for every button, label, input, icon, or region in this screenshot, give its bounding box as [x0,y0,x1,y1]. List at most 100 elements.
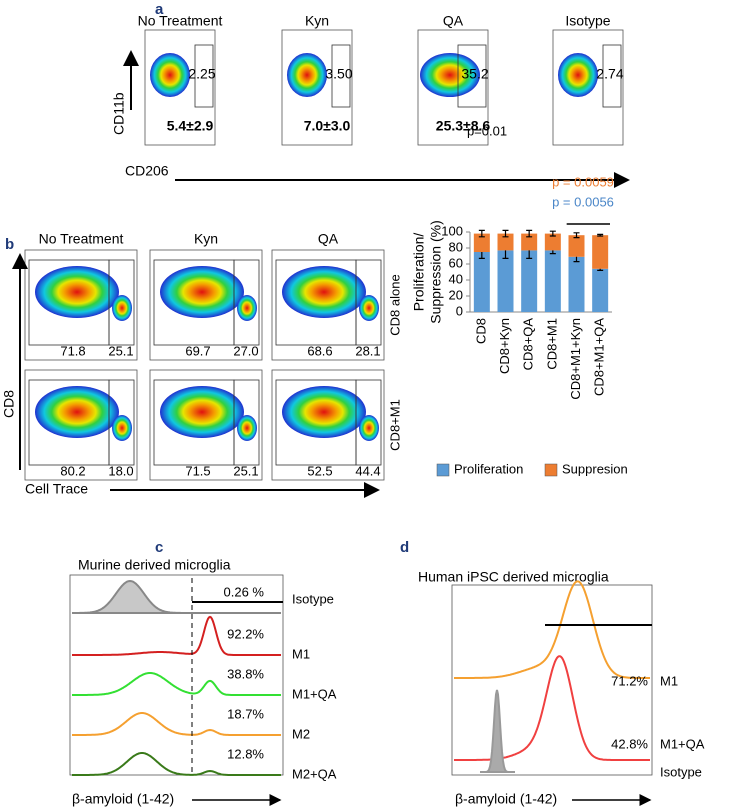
error-bar [502,229,509,238]
x-tick-label: CD8+M1 [544,318,559,370]
gate [602,44,622,108]
percent: 42.8% [611,736,648,751]
density-blob [237,295,257,321]
plot-frame [149,249,263,361]
bar-segment [521,250,538,312]
plot-title: Kyn [305,13,329,29]
error-bar [526,229,533,238]
gate [233,259,260,346]
y-axis-label: Proliferation/ [411,233,427,312]
track-label: M1+QA [660,736,705,751]
gate-value: 71.8 [60,343,85,358]
track-label: Isotype [292,591,334,606]
panel-label: b [5,236,14,253]
density-blob [160,386,244,438]
y-tick-label: 40 [449,271,463,286]
density-blob [150,53,190,97]
error-bar [573,232,580,239]
gate-value: 2.25 [188,66,215,82]
y-tick-label: 60 [449,255,463,270]
row-label: CD8+M1 [387,399,402,451]
plot-title: QA [443,13,464,29]
error-bar [478,229,485,238]
histogram [72,579,281,614]
gate [457,44,487,108]
density-blob [420,53,480,97]
panel-label: c [155,539,163,556]
gate-value: 18.0 [108,463,133,478]
histogram [72,712,281,736]
density-blob [359,295,379,321]
percent: 12.8% [227,746,264,761]
plot-frame [271,249,385,361]
track-label: M1 [292,646,310,661]
column-title: QA [318,231,339,247]
plot-frame [149,369,263,481]
histogram [72,672,281,696]
gate-value: 44.4 [355,463,380,478]
bar-segment [544,250,561,312]
x-axis-label: β-amyloid (1-42) [455,791,557,807]
panel-title: Human iPSC derived microglia [418,569,609,585]
bar-segment [592,268,609,312]
panel-title: Murine derived microglia [78,557,231,573]
gate [331,44,351,108]
panel-label: a [155,1,164,18]
percent: 0.26 % [224,584,265,599]
y-tick-label: 20 [449,287,463,302]
y-tick-label: 80 [449,239,463,254]
track-label: M2+QA [292,766,337,781]
x-tick-label: CD8 [473,318,488,344]
row-label: CD8 alone [387,274,402,335]
gate [194,44,214,108]
x-tick-label: CD8+QA [521,318,536,371]
legend-swatch [544,463,558,477]
annotation: p = 0.0056 [552,194,614,209]
plot-title: Isotype [565,13,610,29]
plot-frame [451,584,653,776]
undefined [454,655,650,761]
density-blob [112,295,132,321]
plot-frame [271,369,385,481]
gate [355,259,382,346]
track-label: M2 [292,726,310,741]
gate-value: 52.5 [307,463,332,478]
undefined [480,689,515,773]
track-label: M1 [660,673,678,688]
y-axis-label: Suppression (%) [428,220,444,324]
panel-label: d [400,539,409,556]
bar-segment [592,235,609,269]
gate-value: 27.0 [233,343,258,358]
mean-value: 5.4±2.9 [167,118,214,134]
density-blob [35,386,119,438]
histogram [72,615,281,656]
x-tick-label: CD8+Kyn [497,318,512,374]
plot-frame [69,574,284,776]
percent: 92.2% [227,626,264,641]
density-blob [558,53,598,97]
x-tick-label: CD8+M1+QA [592,318,607,396]
plot-title: No Treatment [138,13,223,29]
x-axis-label: Cell Trace [25,481,88,497]
density-blob [112,415,132,441]
track-label: Isotype [660,764,702,779]
legend-label: Proliferation [454,461,523,476]
histogram [72,752,281,776]
column-title: Kyn [194,231,218,247]
percent: 71.2% [611,673,648,688]
gate-value: 25.1 [108,343,133,358]
bar-segment [521,233,538,251]
density-blob [359,415,379,441]
density-blob [160,266,244,318]
gate-value: 3.50 [325,66,352,82]
gate-value: 25.1 [233,463,258,478]
p-value: p=0.01 [467,123,507,138]
y-tick-label: 100 [441,223,463,238]
bar-segment [497,250,514,312]
density-blob [237,415,257,441]
gate-value: 35.2 [461,66,488,82]
gate-value: 69.7 [185,343,210,358]
bar-segment [568,256,585,312]
annotation: p = 0.0059 [552,174,614,189]
